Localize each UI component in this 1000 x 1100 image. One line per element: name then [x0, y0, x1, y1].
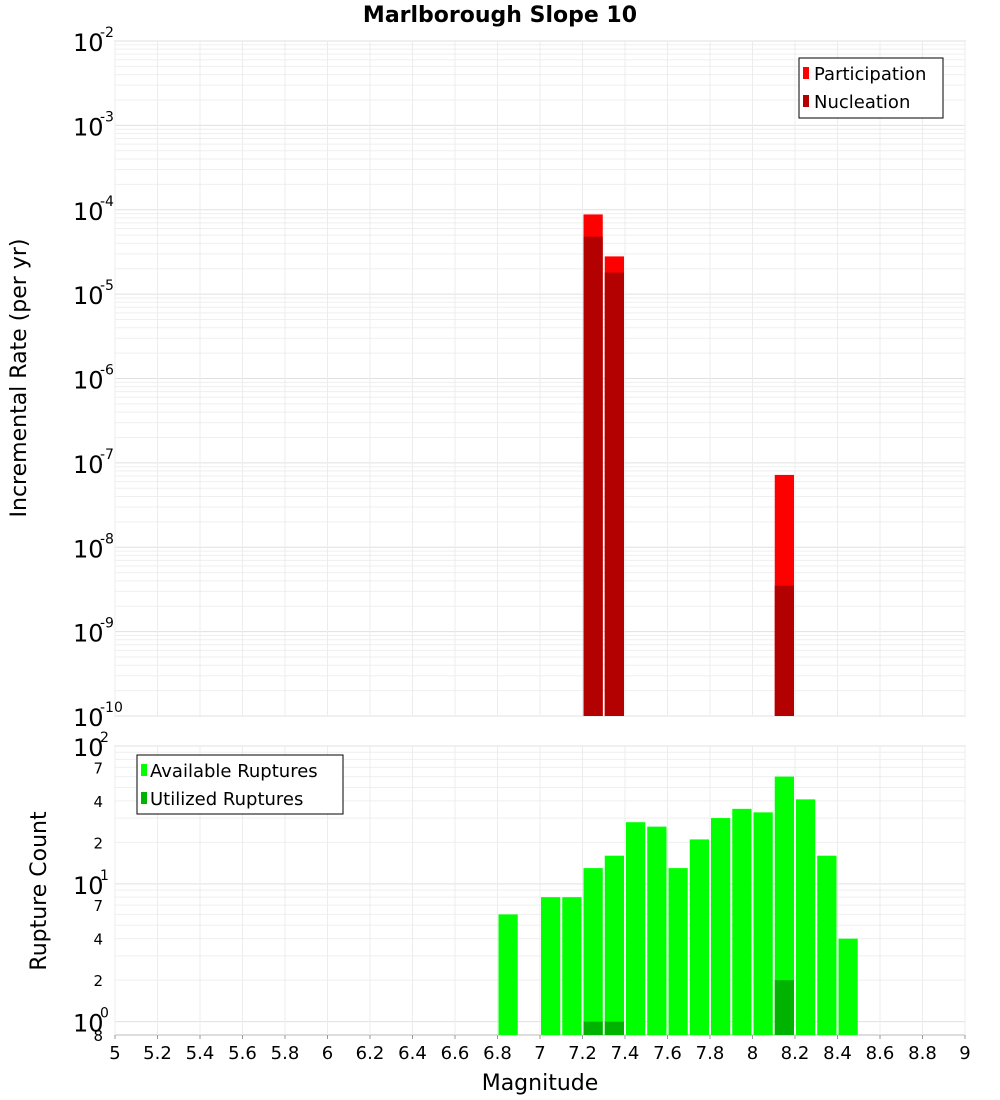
x-tick-label: 5.8	[271, 1043, 300, 1064]
bottom-y-tick-exponent: 2	[100, 730, 109, 746]
available-ruptures-bar	[838, 938, 858, 1035]
bottom-y-axis-label: Rupture Count	[27, 811, 52, 971]
x-axis-label: Magnitude	[482, 1071, 599, 1096]
bottom-y-tick-exponent: 0	[100, 1006, 109, 1022]
bottom-y-minor-tick-label: 7	[93, 759, 103, 777]
bottom-x-ticks: 5 5.2 5.4 5.6 5.8 6 6.2 6.4 6.6 6.8 7 7.2 7.4 7.6 7.8 8…	[109, 1035, 971, 1064]
top-y-tick-label: 10	[73, 282, 104, 310]
bottom-y-minor-tick-label: 2	[93, 972, 103, 990]
legend-swatch-participation	[803, 67, 809, 79]
nucleation-bar	[774, 585, 794, 716]
bottom-y-minor-tick-label: 7	[93, 897, 103, 915]
x-tick-label: 8	[747, 1043, 758, 1064]
x-tick-label: 8.2	[781, 1043, 810, 1064]
top-y-tick-exponent: -5	[100, 278, 114, 294]
legend-label-nucleation: Nucleation	[814, 92, 910, 113]
top-grid	[114, 40, 966, 717]
x-tick-label: 6	[322, 1043, 333, 1064]
available-ruptures-bar	[647, 826, 667, 1035]
top-panel: 10-210-310-410-510-610-710-810-910-10 In…	[7, 25, 966, 732]
top-y-tick-exponent: -8	[100, 531, 114, 547]
x-tick-label: 7.6	[653, 1043, 682, 1064]
bottom-y-minor-tick-label: 2	[93, 834, 103, 852]
legend-label-participation: Participation	[814, 64, 926, 85]
x-tick-label: 9	[959, 1043, 970, 1064]
bottom-y-tick-label: 10	[73, 1010, 104, 1038]
legend-swatch-nucleation	[803, 95, 809, 107]
x-tick-label: 5	[109, 1043, 120, 1064]
bottom-legend: Available Ruptures Utilized Ruptures	[136, 754, 344, 815]
bottom-bars	[498, 776, 858, 1035]
top-y-tick-exponent: -4	[100, 194, 114, 210]
top-y-tick-exponent: -6	[100, 363, 114, 379]
utilized-ruptures-bar	[774, 980, 794, 1035]
legend-label-utilized: Utilized Ruptures	[150, 789, 303, 810]
utilized-ruptures-bar	[604, 1021, 624, 1035]
top-y-tick-exponent: -3	[100, 109, 114, 125]
available-ruptures-bar	[796, 799, 816, 1035]
top-y-axis-label: Incremental Rate (per yr)	[7, 239, 32, 518]
top-y-tick-exponent: -9	[100, 616, 114, 632]
x-tick-label: 7.2	[568, 1043, 597, 1064]
bottom-legend-box	[136, 754, 344, 815]
top-y-tick-label: 10	[73, 113, 104, 141]
x-tick-label: 8.6	[866, 1043, 895, 1064]
available-ruptures-bar	[753, 812, 773, 1035]
top-y-tick-label: 10	[73, 704, 104, 732]
x-tick-label: 5.2	[143, 1043, 172, 1064]
x-tick-label: 5.6	[228, 1043, 257, 1064]
nucleation-bar	[604, 272, 624, 716]
legend-swatch-available	[141, 764, 147, 776]
top-y-tick-label: 10	[73, 367, 104, 395]
x-tick-label: 6.6	[441, 1043, 470, 1064]
legend-label-available: Available Ruptures	[150, 761, 318, 782]
bottom-y-minor-tick-label: 8	[93, 1027, 103, 1045]
top-y-tick-label: 10	[73, 451, 104, 479]
x-tick-label: 8.8	[908, 1043, 937, 1064]
bottom-y-tick-label: 10	[73, 734, 104, 762]
legend-swatch-utilized	[141, 792, 147, 804]
available-ruptures-bar	[774, 776, 794, 1035]
x-tick-label: 6.4	[398, 1043, 427, 1064]
x-tick-label: 6.8	[483, 1043, 512, 1064]
top-legend-box	[798, 57, 944, 119]
available-ruptures-bar	[626, 822, 646, 1035]
available-ruptures-bar	[604, 855, 624, 1035]
available-ruptures-bar	[817, 855, 837, 1035]
top-y-tick-label: 10	[73, 620, 104, 648]
top-bars	[583, 214, 794, 717]
available-ruptures-bar	[562, 897, 582, 1035]
top-y-tick-label: 10	[73, 29, 104, 57]
nucleation-bar	[583, 236, 603, 716]
x-tick-label: 7	[534, 1043, 545, 1064]
top-y-ticks: 10-210-310-410-510-610-710-810-910-10	[73, 25, 123, 732]
available-ruptures-bar	[711, 818, 731, 1035]
top-legend: Participation Nucleation	[798, 57, 944, 119]
x-tick-label: 7.8	[696, 1043, 725, 1064]
available-ruptures-bar	[668, 868, 688, 1035]
top-y-tick-exponent: -2	[100, 25, 114, 41]
top-y-tick-exponent: -7	[100, 447, 114, 463]
bottom-y-minor-tick-label: 4	[93, 793, 103, 811]
bottom-y-tick-label: 10	[73, 872, 104, 900]
top-y-tick-label: 10	[73, 535, 104, 563]
available-ruptures-bar	[498, 914, 518, 1035]
top-y-tick-label: 10	[73, 198, 104, 226]
bottom-y-minor-tick-label: 4	[93, 931, 103, 949]
available-ruptures-bar	[541, 897, 561, 1035]
bottom-y-tick-exponent: 1	[100, 868, 109, 884]
x-tick-label: 6.2	[356, 1043, 385, 1064]
chart-title: Marlborough Slope 10	[363, 3, 637, 28]
available-ruptures-bar	[583, 868, 603, 1035]
x-tick-label: 7.4	[611, 1043, 640, 1064]
top-y-tick-exponent: -10	[100, 700, 123, 716]
x-tick-label: 5.4	[186, 1043, 215, 1064]
available-ruptures-bar	[689, 839, 709, 1035]
available-ruptures-bar	[732, 808, 752, 1035]
utilized-ruptures-bar	[583, 1021, 603, 1035]
x-tick-label: 8.4	[823, 1043, 852, 1064]
